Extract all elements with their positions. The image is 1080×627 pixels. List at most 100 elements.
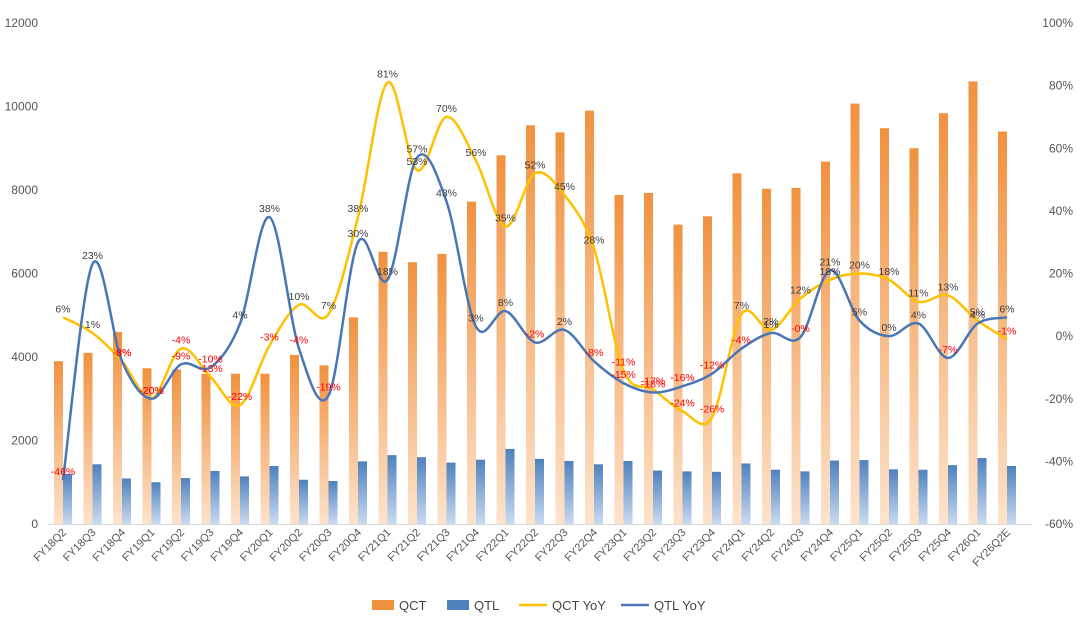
- qtl-yoy-label: 6%: [999, 303, 1014, 315]
- legend-item: QTL: [447, 598, 499, 613]
- qct-yoy-label: -26%: [700, 404, 725, 416]
- qct-yoy-label: 28%: [583, 234, 604, 246]
- qtl-bar: [564, 460, 574, 524]
- qct-yoy-label: 45%: [554, 181, 575, 193]
- qtl-yoy-label: -8%: [113, 347, 132, 359]
- qct-bar: [496, 155, 506, 524]
- legend-label: QTL YoY: [654, 598, 706, 613]
- qtl-bar: [358, 461, 367, 524]
- qtl-bar: [859, 460, 869, 524]
- legend-label: QCT YoY: [552, 598, 606, 613]
- qct-bar: [880, 128, 889, 524]
- qct-bar: [998, 131, 1007, 525]
- right-tick-label: -20%: [1045, 392, 1073, 406]
- qtl-yoy-label: -15%: [611, 369, 636, 381]
- qct-yoy-label: 38%: [347, 203, 368, 215]
- right-tick-label: 40%: [1049, 204, 1073, 218]
- qtl-bar: [741, 463, 751, 524]
- qtl-bar: [977, 458, 987, 524]
- qct-bar: [555, 132, 565, 524]
- legend-swatch: [372, 600, 394, 610]
- qct-yoy-label: 70%: [436, 103, 457, 115]
- qtl-bar: [948, 465, 957, 524]
- qtl-yoy-label: -4%: [290, 335, 309, 347]
- qct-yoy-label: 12%: [790, 285, 811, 297]
- qct-yoy-label: -11%: [612, 357, 636, 369]
- qct-bar: [791, 187, 801, 524]
- right-tick-label: 80%: [1049, 79, 1073, 93]
- qct-yoy-label: -17%: [641, 375, 666, 387]
- qtl-yoy-label: -46%: [51, 466, 76, 478]
- qct-bar: [83, 352, 93, 524]
- qtl-yoy-label: -12%: [700, 360, 725, 372]
- qtl-yoy-label: -19%: [316, 382, 341, 394]
- qtl-yoy-label: -16%: [670, 372, 695, 384]
- qtl-yoy-label: 38%: [259, 203, 280, 215]
- qtl-yoy-label: -0%: [791, 323, 810, 335]
- qct-bar: [201, 373, 211, 524]
- qct-bar: [703, 216, 712, 525]
- left-tick-label: 4000: [11, 350, 38, 364]
- legend-label: QCT: [399, 598, 427, 613]
- right-tick-label: 0%: [1056, 329, 1074, 343]
- qtl-yoy-label: 3%: [468, 313, 483, 325]
- qtl-yoy-label: 4%: [911, 310, 926, 322]
- legend-item: QCT YoY: [519, 598, 606, 613]
- qct-yoy-label: -20%: [139, 385, 164, 397]
- qtl-yoy-label: 43%: [436, 187, 457, 199]
- qtl-bar: [889, 469, 898, 524]
- qct-bar: [290, 354, 299, 524]
- legend-item: QTL YoY: [621, 598, 706, 613]
- qct-yoy-label: 7%: [321, 300, 336, 312]
- qct-yoy-label: -22%: [228, 391, 253, 403]
- qct-yoy-label: 81%: [377, 68, 398, 80]
- qtl-yoy-label: -18%: [641, 378, 666, 390]
- qct-bar: [378, 251, 388, 525]
- qct-bar: [762, 188, 771, 524]
- qtl-bar: [712, 471, 721, 524]
- qtl-yoy-label: 2%: [557, 316, 572, 328]
- qtl-bar: [299, 479, 308, 524]
- left-tick-label: 0: [31, 517, 38, 531]
- data-labels: 6% 1% -8% -20% -4% -13% -22% -3% 10% 7% 38% 81% 53% 7…: [51, 68, 1017, 478]
- qct-bars: [54, 81, 1007, 525]
- qct-bar: [732, 173, 742, 525]
- qct-yoy-label: 10%: [288, 291, 309, 303]
- qct-yoy-label: 56%: [465, 147, 486, 159]
- left-tick-label: 10000: [5, 100, 39, 114]
- right-tick-label: 20%: [1049, 267, 1073, 281]
- qtl-yoy-label: 18%: [377, 266, 398, 278]
- qtl-bar: [417, 457, 426, 524]
- qtl-yoy-label: -10%: [198, 353, 223, 365]
- qct-yoy-label: -3%: [260, 332, 279, 344]
- qct-bar: [172, 369, 181, 524]
- right-tick-label: -60%: [1045, 517, 1073, 531]
- qct-bar: [54, 361, 63, 524]
- qct-bar: [968, 81, 978, 524]
- qtl-bar: [151, 482, 161, 524]
- legend-swatch: [447, 600, 469, 610]
- qtl-bar: [63, 473, 72, 524]
- qtl-bar: [181, 478, 190, 524]
- qtl-yoy-label: -8%: [585, 347, 604, 359]
- qtl-bar: [122, 478, 131, 524]
- qtl-yoy-label: -20%: [139, 385, 164, 397]
- qtl-yoy-label: 1%: [763, 319, 778, 331]
- qtl-bar: [476, 459, 485, 524]
- qct-yoy-label: 18%: [878, 266, 899, 278]
- qtl-yoy-label: -4%: [732, 335, 751, 347]
- qct-yoy-label: 5%: [970, 306, 985, 318]
- qtl-yoy-label: 5%: [852, 306, 867, 318]
- qct-bar: [437, 253, 447, 524]
- qct-bar: [231, 373, 240, 524]
- qct-yoy-label: 6%: [55, 303, 70, 315]
- qct-yoy-label: 2%: [763, 316, 778, 328]
- qct-yoy-label: -4%: [172, 335, 191, 347]
- left-tick-label: 8000: [11, 183, 38, 197]
- right-tick-label: -40%: [1045, 454, 1073, 468]
- qtl-bar: [623, 460, 633, 524]
- qtl-bar: [653, 470, 662, 524]
- qtl-bar: [771, 469, 780, 524]
- qtl-yoy-label: 8%: [498, 297, 513, 309]
- qct-yoy-label: 1%: [85, 319, 100, 331]
